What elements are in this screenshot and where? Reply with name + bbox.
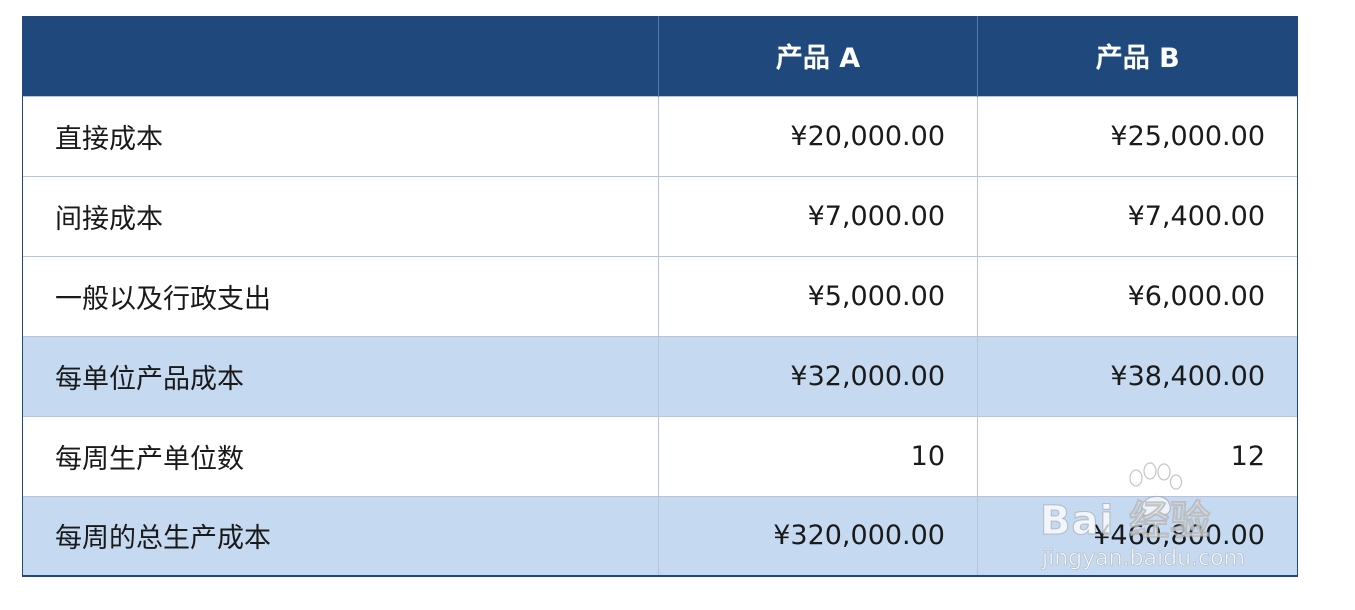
cost-table-container: 产品 A 产品 B 直接成本 ¥20,000.00 ¥25,000.00 间接成… — [22, 16, 1298, 577]
table-row: 一般以及行政支出 ¥5,000.00 ¥6,000.00 — [22, 255, 1298, 336]
product-b-value: ¥38,400.00 — [977, 335, 1298, 416]
row-label: 每周生产单位数 — [22, 415, 659, 496]
product-a-value: ¥7,000.00 — [658, 175, 978, 256]
row-label: 每周的总生产成本 — [22, 495, 659, 577]
row-label: 一般以及行政支出 — [22, 255, 659, 336]
row-label: 间接成本 — [22, 175, 659, 256]
table-row: 直接成本 ¥20,000.00 ¥25,000.00 — [22, 95, 1298, 176]
product-a-value: ¥32,000.00 — [658, 335, 978, 416]
header-row: 产品 A 产品 B — [22, 16, 1298, 96]
header-product-a: 产品 A — [658, 16, 978, 96]
table-row: 每周的总生产成本 ¥320,000.00 ¥460,800.00 — [22, 495, 1298, 577]
product-a-value: ¥20,000.00 — [658, 95, 978, 176]
product-b-value: ¥460,800.00 — [977, 495, 1298, 577]
product-b-value: ¥6,000.00 — [977, 255, 1298, 336]
product-a-value: ¥320,000.00 — [658, 495, 978, 577]
product-a-value: ¥5,000.00 — [658, 255, 978, 336]
table-row: 每周生产单位数 10 12 — [22, 415, 1298, 496]
product-b-value: ¥7,400.00 — [977, 175, 1298, 256]
table-row: 间接成本 ¥7,000.00 ¥7,400.00 — [22, 175, 1298, 256]
row-label: 直接成本 — [22, 95, 659, 176]
row-label: 每单位产品成本 — [22, 335, 659, 416]
header-product-b: 产品 B — [977, 16, 1298, 96]
product-a-value: 10 — [658, 415, 978, 496]
cost-table: 产品 A 产品 B 直接成本 ¥20,000.00 ¥25,000.00 间接成… — [22, 16, 1298, 577]
product-b-value: ¥25,000.00 — [977, 95, 1298, 176]
product-b-value: 12 — [977, 415, 1298, 496]
header-empty-cell — [22, 16, 659, 96]
table-row: 每单位产品成本 ¥32,000.00 ¥38,400.00 — [22, 335, 1298, 416]
